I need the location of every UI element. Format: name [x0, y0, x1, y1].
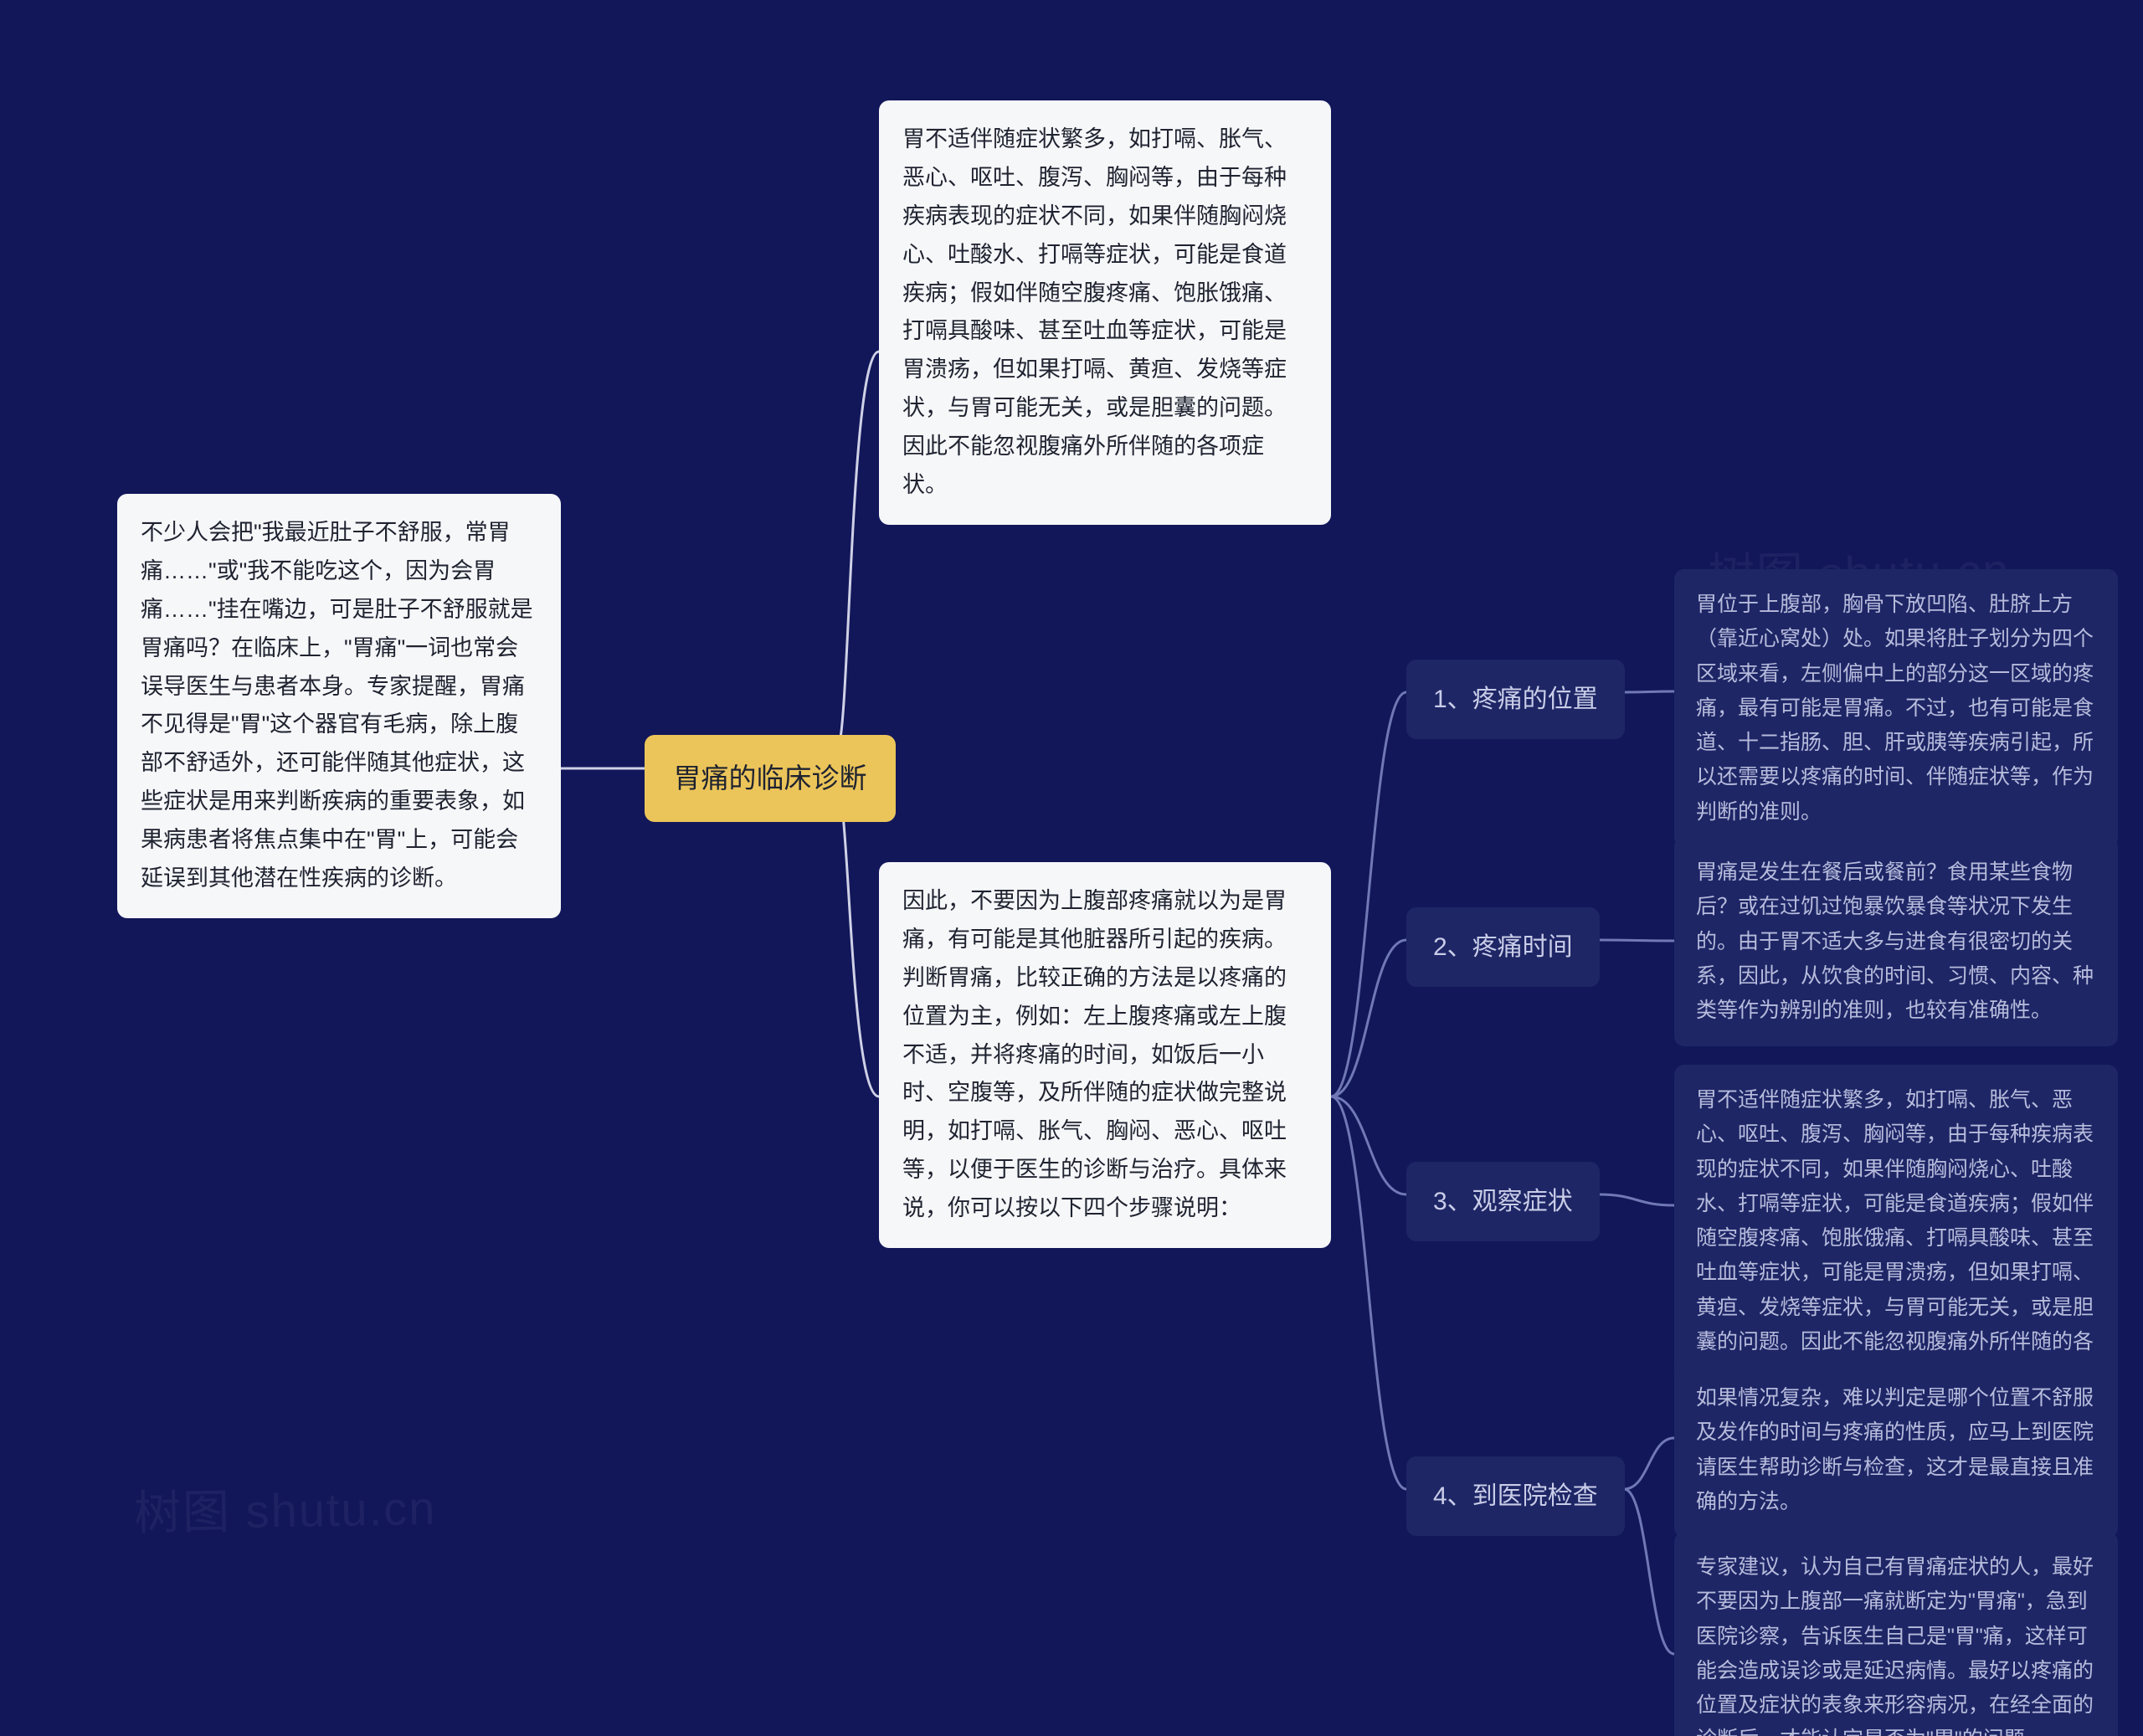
edge-root-upper: [837, 352, 879, 748]
edge-step4-detail1: [1624, 1438, 1674, 1489]
step-label: 3、观察症状: [1433, 1188, 1573, 1215]
edge-step4-detail2: [1624, 1489, 1674, 1654]
detail-text: 胃位于上腹部，胸骨下放凹陷、肚脐上方（靠近心窝处）处。如果将肚子划分为四个区域来…: [1696, 593, 2094, 824]
detail-4a: 如果情况复杂，难以判定是哪个位置不舒服及发作的时间与疼痛的性质，应马上到医院请医…: [1674, 1363, 2118, 1538]
lower-text: 因此，不要因为上腹部疼痛就以为是胃痛，有可能是其他脏器所引起的疾病。判断胃痛，比…: [902, 888, 1287, 1220]
intro-text: 不少人会把"我最近肚子不舒服，常胃痛……"或"我不能吃这个，因为会胃痛……"挂在…: [141, 520, 533, 891]
step-4: 4、到医院检查: [1406, 1456, 1625, 1536]
edge-lower-step3: [1331, 1097, 1406, 1194]
detail-text: 胃不适伴随症状繁多，如打嗝、胀气、恶心、呕吐、腹泻、胸闷等，由于每种疾病表现的症…: [1696, 1088, 2094, 1388]
step-2: 2、疼痛时间: [1406, 907, 1600, 987]
lower-node: 因此，不要因为上腹部疼痛就以为是胃痛，有可能是其他脏器所引起的疾病。判断胃痛，比…: [879, 862, 1331, 1248]
upper-node: 胃不适伴随症状繁多，如打嗝、胀气、恶心、呕吐、腹泻、胸闷等，由于每种疾病表现的症…: [879, 100, 1331, 525]
edge-step1-detail: [1624, 691, 1674, 692]
step-label: 4、到医院检查: [1433, 1482, 1598, 1510]
edge-lower-step2: [1331, 940, 1406, 1097]
step-label: 2、疼痛时间: [1433, 933, 1573, 961]
edge-step3-detail: [1599, 1194, 1674, 1205]
detail-4b: 专家建议，认为自己有胃痛症状的人，最好不要因为上腹部一痛就断定为"胃痛"，急到医…: [1674, 1532, 2118, 1736]
step-label: 1、疼痛的位置: [1433, 686, 1598, 713]
step-3: 3、观察症状: [1406, 1162, 1600, 1241]
edge-root-lower: [837, 788, 879, 1097]
upper-text: 胃不适伴随症状繁多，如打嗝、胀气、恶心、呕吐、腹泻、胸闷等，由于每种疾病表现的症…: [902, 126, 1287, 497]
detail-text: 如果情况复杂，难以判定是哪个位置不舒服及发作的时间与疼痛的性质，应马上到医院请医…: [1696, 1386, 2094, 1513]
detail-text: 专家建议，认为自己有胃痛症状的人，最好不要因为上腹部一痛就断定为"胃痛"，急到医…: [1696, 1555, 2094, 1736]
intro-node: 不少人会把"我最近肚子不舒服，常胃痛……"或"我不能吃这个，因为会胃痛……"挂在…: [117, 494, 561, 918]
detail-2: 胃痛是发生在餐后或餐前？食用某些食物后？或在过饥过饱暴饮暴食等状况下发生的。由于…: [1674, 837, 2118, 1046]
root-node: 胃痛的临床诊断: [645, 735, 896, 822]
detail-text: 胃痛是发生在餐后或餐前？食用某些食物后？或在过饥过饱暴饮暴食等状况下发生的。由于…: [1696, 860, 2094, 1022]
watermark: 树图 shutu.cn: [133, 1471, 437, 1543]
detail-1: 胃位于上腹部，胸骨下放凹陷、肚脐上方（靠近心窝处）处。如果将肚子划分为四个区域来…: [1674, 569, 2118, 848]
edge-lower-step4: [1331, 1097, 1406, 1489]
edge-step2-detail: [1599, 940, 1674, 941]
root-text: 胃痛的临床诊断: [674, 763, 867, 794]
step-1: 1、疼痛的位置: [1406, 660, 1625, 739]
edge-lower-step1: [1331, 692, 1406, 1097]
detail-3: 胃不适伴随症状繁多，如打嗝、胀气、恶心、呕吐、腹泻、胸闷等，由于每种疾病表现的症…: [1674, 1065, 2118, 1412]
